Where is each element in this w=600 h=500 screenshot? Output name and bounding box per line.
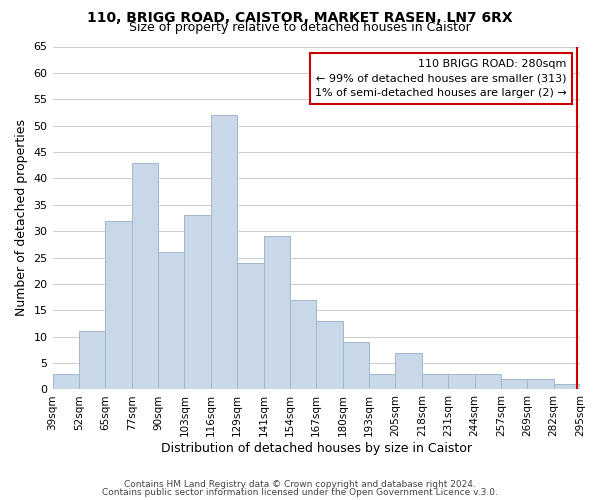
Bar (237, 263, 263, 390)
Text: 110 BRIGG ROAD: 280sqm
← 99% of detached houses are smaller (313)
1% of semi-det: 110 BRIGG ROAD: 280sqm ← 99% of detached… (315, 58, 567, 98)
Text: Contains public sector information licensed under the Open Government Licence v.: Contains public sector information licen… (102, 488, 498, 497)
Bar (527, 379, 554, 390)
Bar (158, 252, 184, 390)
Bar (290, 300, 316, 390)
Text: Size of property relative to detached houses in Caistor: Size of property relative to detached ho… (129, 22, 471, 35)
Text: 110, BRIGG ROAD, CAISTOR, MARKET RASEN, LN7 6RX: 110, BRIGG ROAD, CAISTOR, MARKET RASEN, … (87, 12, 513, 26)
Bar (343, 342, 369, 390)
Text: Contains HM Land Registry data © Crown copyright and database right 2024.: Contains HM Land Registry data © Crown c… (124, 480, 476, 489)
Bar (501, 379, 527, 390)
Y-axis label: Number of detached properties: Number of detached properties (15, 120, 28, 316)
Bar (316, 321, 343, 390)
Bar (369, 374, 395, 390)
Bar (395, 352, 422, 390)
Bar (263, 236, 290, 390)
Bar (422, 374, 448, 390)
Bar (79, 332, 105, 390)
Bar (53, 374, 79, 390)
Bar (211, 115, 237, 390)
Bar (131, 162, 158, 390)
Bar (105, 220, 131, 390)
Bar (554, 384, 580, 390)
Bar (448, 374, 475, 390)
X-axis label: Distribution of detached houses by size in Caistor: Distribution of detached houses by size … (161, 442, 472, 455)
Bar (475, 374, 501, 390)
Bar (184, 216, 211, 390)
